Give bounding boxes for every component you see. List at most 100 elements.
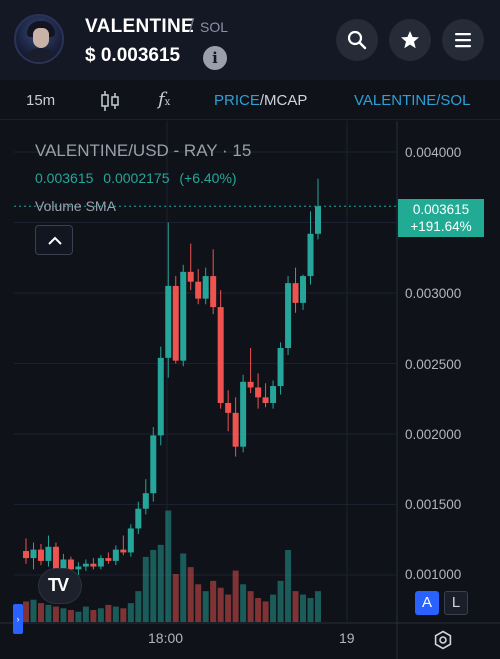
volume-bar — [52, 606, 59, 622]
candle-body — [120, 549, 127, 553]
candle-body — [255, 387, 262, 398]
candle-body — [262, 397, 269, 403]
token-name: VALENTINE — [85, 16, 194, 37]
current-price-value: 0.003615 — [412, 202, 470, 217]
candle-body — [37, 549, 44, 561]
candle-body — [45, 546, 52, 561]
volume-bar — [172, 574, 179, 622]
volume-bar — [60, 608, 67, 622]
candle-body — [285, 283, 292, 348]
candle-body — [202, 276, 209, 299]
chart-grid — [0, 121, 500, 659]
mcap-option[interactable]: MCAP — [264, 92, 308, 109]
candle-body — [97, 558, 104, 567]
candle-body — [52, 546, 59, 573]
volume-bar — [112, 606, 119, 622]
menu-button[interactable] — [442, 19, 484, 61]
candle-body — [105, 558, 112, 561]
candle-body — [307, 233, 314, 277]
price-option[interactable]: PRICE — [214, 92, 260, 109]
tradingview-logo[interactable]: TV — [38, 568, 82, 604]
chevron-up-icon — [48, 236, 62, 245]
volume-bar — [105, 604, 112, 622]
volume-bar — [127, 603, 134, 622]
volume-bar — [75, 611, 82, 622]
candle-body — [150, 435, 157, 494]
candle-body — [210, 276, 217, 308]
candle-body — [142, 493, 149, 509]
chart-legend-values: 0.003615 0.0002175 (+6.40%) — [35, 170, 243, 186]
legend-change-abs: 0.0002175 — [103, 170, 170, 186]
log-scale-button[interactable]: L — [444, 591, 468, 615]
pair-separator: / — [189, 16, 195, 37]
candle-body — [180, 271, 187, 361]
candle-body — [23, 551, 29, 559]
volume-bar — [90, 610, 97, 622]
menu-icon — [455, 33, 471, 48]
pair-link[interactable]: VALENTINE/SOL — [354, 92, 471, 109]
fx-glyph: f — [158, 89, 165, 110]
volume-bar — [157, 544, 164, 622]
volume-bar — [315, 591, 321, 622]
volume-bar — [210, 580, 217, 622]
candle-body — [247, 381, 254, 388]
time-axis-label: 19 — [339, 630, 355, 646]
volume-bar — [150, 550, 157, 622]
candle-body — [195, 281, 202, 299]
volume-bar — [180, 553, 187, 622]
legend-change-pct: (+6.40%) — [179, 170, 237, 186]
side-panel-handle[interactable]: › — [13, 604, 23, 634]
chart-legend-title: VALENTINE/USD - RAY · 15 — [35, 141, 252, 160]
candle-body — [30, 549, 37, 559]
timeframe-selector[interactable]: 15m — [26, 92, 56, 109]
candle-body — [60, 559, 67, 573]
collapse-legend-button[interactable] — [35, 225, 73, 255]
indicators-fx-icon[interactable]: fx — [158, 89, 170, 110]
token-avatar[interactable] — [14, 14, 64, 64]
volume-bar — [285, 550, 292, 622]
legend-last-price: 0.003615 — [35, 170, 94, 186]
settings-icon[interactable] — [433, 630, 453, 650]
tradingview-logo-text: TV — [48, 575, 69, 595]
time-axis-label: 18:00 — [148, 630, 184, 646]
candle-body — [67, 559, 74, 570]
volume-sma-label[interactable]: Volume SMA — [35, 198, 116, 214]
volume-bar — [217, 587, 224, 622]
candle-body — [127, 528, 134, 553]
candle-body — [300, 276, 307, 303]
price-mcap-slash: / — [259, 92, 265, 109]
chain-label: SOL — [200, 19, 229, 35]
volume-bar — [187, 567, 194, 622]
candle-body — [157, 357, 164, 436]
volume-bar — [165, 510, 172, 622]
candle-body — [187, 271, 194, 282]
price-axis-tick: 0.001000 — [405, 567, 462, 582]
price-mcap-toggle[interactable]: PRICE/MCAP — [214, 92, 307, 109]
candle-body — [277, 347, 284, 387]
volume-bar — [67, 610, 74, 622]
candle-body — [135, 508, 142, 529]
volume-bar — [247, 591, 254, 622]
candle-body — [165, 285, 172, 358]
search-button[interactable] — [336, 19, 378, 61]
token-price: $ 0.003615 — [85, 45, 181, 66]
candle-body — [292, 283, 299, 303]
candle-body — [270, 386, 277, 403]
chart-toolbar: 15m fx PRICE/MCAP VALENTINE/SOL — [0, 80, 500, 120]
volume-bar — [23, 601, 29, 622]
candle-body — [82, 563, 89, 567]
candles-icon[interactable] — [100, 90, 120, 112]
auto-scale-button[interactable]: A — [415, 591, 439, 615]
star-icon — [401, 31, 419, 49]
info-icon[interactable]: i — [203, 46, 227, 70]
volume-bar — [45, 604, 52, 622]
volume-bar — [270, 594, 277, 622]
price-axis-tick: 0.002500 — [405, 357, 462, 372]
volume-bar — [202, 591, 209, 622]
volume-bar — [97, 608, 104, 622]
candle-body — [225, 402, 232, 413]
volume-bar — [30, 599, 37, 622]
favorite-button[interactable] — [389, 19, 431, 61]
candle-body — [232, 412, 239, 447]
